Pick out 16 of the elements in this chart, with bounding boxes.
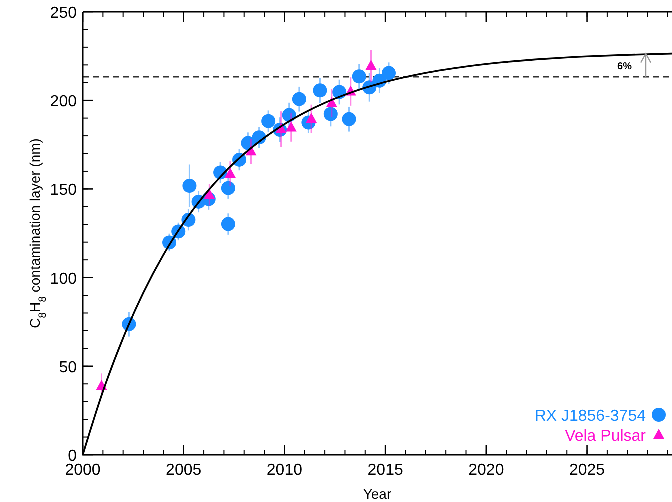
annotation: 6% — [618, 61, 632, 72]
x-tick-label: 2000 — [65, 462, 101, 479]
y-tick-label: 0 — [68, 448, 78, 465]
y-tick-label: 150 — [50, 182, 78, 200]
x-tick-label: 2010 — [266, 462, 303, 479]
x-tick-label: 2020 — [468, 462, 504, 479]
y-tick-label: 50 — [59, 359, 78, 376]
legend-label: RX J1856-3754 — [534, 408, 646, 425]
y-tick-label: 100 — [50, 270, 78, 288]
x-tick-label: 2015 — [368, 462, 404, 479]
y-tick-label: 200 — [50, 94, 78, 111]
legend-label: Vela Pulsar — [565, 428, 647, 445]
y-tick-label: 250 — [50, 5, 78, 22]
x-axis-title: Year — [363, 486, 392, 502]
x-tick-label: 2005 — [166, 462, 202, 479]
x-tick-label: 2025 — [569, 462, 606, 479]
